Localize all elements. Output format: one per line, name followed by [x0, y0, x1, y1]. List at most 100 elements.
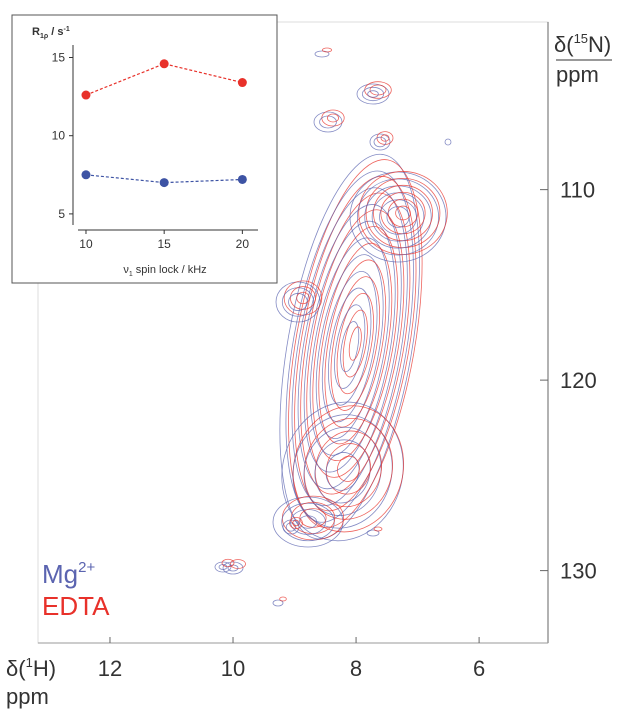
- contour-ring: [330, 276, 380, 411]
- y-axis-unit: ppm: [556, 62, 599, 87]
- contour-ring: [328, 287, 372, 406]
- label-part: N): [588, 32, 611, 57]
- contour-ring: [369, 133, 391, 151]
- y-tick-label: 10: [52, 129, 66, 143]
- data-point: [81, 170, 91, 180]
- contour-ring: [340, 321, 360, 373]
- contour-ring: [336, 455, 360, 482]
- contour-ring: [285, 522, 297, 532]
- label-sup: -1: [63, 26, 69, 33]
- contour-ring: [325, 443, 371, 495]
- contour-ring: [395, 205, 411, 221]
- y-tick-label: 5: [58, 207, 65, 221]
- contour-ring: [321, 47, 333, 53]
- contour-ring: [222, 561, 244, 575]
- data-point: [237, 174, 247, 184]
- contour-ring: [221, 558, 235, 568]
- label-sub: 1ρ: [40, 33, 49, 40]
- contour-ring: [281, 401, 404, 542]
- x-axis-label: δ(1H): [6, 655, 56, 681]
- contour-ring: [348, 326, 362, 361]
- contour-ring: [303, 426, 382, 516]
- contour-ring: [275, 281, 321, 323]
- data-point: [237, 78, 247, 88]
- contour-ring: [292, 519, 300, 527]
- label-part: R: [32, 26, 40, 38]
- contour-ring: [373, 136, 387, 148]
- contour-ring: [303, 417, 393, 520]
- label-part: δ(: [6, 656, 26, 681]
- contour-ring: [361, 86, 385, 102]
- contour-ring: [336, 292, 374, 395]
- contour-ring: [296, 291, 310, 305]
- contour-ring: [315, 254, 384, 440]
- series-line: [85, 174, 243, 184]
- contour-ring: [366, 529, 380, 537]
- contour-ring: [285, 170, 414, 523]
- contour-ring: [272, 599, 284, 607]
- contour-ring: [325, 452, 360, 491]
- contour-ring: [314, 430, 382, 508]
- contour-ring: [318, 242, 393, 445]
- contour-ring: [294, 175, 417, 512]
- inset-y-label: R1ρ / s-1: [32, 26, 70, 40]
- contour-ring: [218, 564, 228, 570]
- label-sup: 1: [26, 655, 33, 670]
- contour-ring: [303, 220, 396, 473]
- y-tick-label: 130: [560, 559, 597, 584]
- label-part: δ(: [554, 32, 574, 57]
- x-tick-label: 6: [473, 656, 485, 681]
- contour-ring: [279, 153, 420, 540]
- contour-ring: [334, 304, 366, 389]
- legend-entry: Mg2+: [42, 559, 95, 589]
- y-axis-label: δ(15N): [554, 31, 611, 57]
- label-part: / s: [48, 26, 63, 38]
- contour-ring: [279, 596, 287, 602]
- inset-frame: [11, 14, 278, 284]
- contour-ring: [214, 561, 232, 573]
- contour-ring: [283, 280, 323, 316]
- label-sup: 15: [574, 31, 588, 46]
- x-tick-label: 20: [236, 237, 250, 251]
- contour-ring: [387, 198, 419, 228]
- y-tick-label: 110: [560, 178, 595, 203]
- contour-ring: [292, 414, 393, 529]
- contour-ring: [380, 134, 390, 142]
- contour-ring: [376, 131, 394, 145]
- y-tick-label: 15: [52, 51, 66, 65]
- label-part: spin lock / kHz: [133, 264, 207, 276]
- contour-ring: [364, 185, 432, 249]
- contour-ring: [358, 171, 448, 255]
- contour-ring: [314, 50, 330, 58]
- contour-ring: [342, 309, 368, 378]
- inset-chart: R1ρ / s-1 ν1 spin lock / kHz 5 10 15 10 15 20: [11, 14, 278, 284]
- contour-ring: [444, 138, 452, 146]
- contour-ring: [367, 90, 379, 98]
- series-line: [85, 63, 243, 96]
- contour-ring: [373, 526, 383, 532]
- contour-spectrum: [214, 47, 452, 607]
- contour-ring: [324, 259, 387, 428]
- contour-ring: [356, 83, 390, 105]
- x-tick-label: 12: [98, 656, 122, 681]
- x-tick-label: 10: [221, 656, 245, 681]
- label-part: H): [33, 656, 56, 681]
- x-tick-label: 8: [350, 656, 362, 681]
- contour-ring: [313, 111, 343, 133]
- contour-ring: [290, 501, 336, 535]
- data-point: [159, 178, 169, 188]
- x-tick-label: 15: [157, 237, 171, 251]
- data-point: [159, 59, 169, 69]
- label-part: ν: [123, 264, 129, 276]
- contour-ring: [299, 508, 327, 528]
- contour-ring: [306, 209, 405, 478]
- contour-ring: [365, 177, 441, 249]
- x-axis-unit: ppm: [6, 684, 49, 709]
- legend-entry: EDTA: [42, 591, 110, 621]
- contour-ring: [326, 113, 339, 123]
- contour-ring: [312, 226, 399, 462]
- data-point: [81, 90, 91, 100]
- legend-text: Mg: [42, 559, 78, 589]
- inset-x-label: ν1 spin lock / kHz: [123, 264, 206, 278]
